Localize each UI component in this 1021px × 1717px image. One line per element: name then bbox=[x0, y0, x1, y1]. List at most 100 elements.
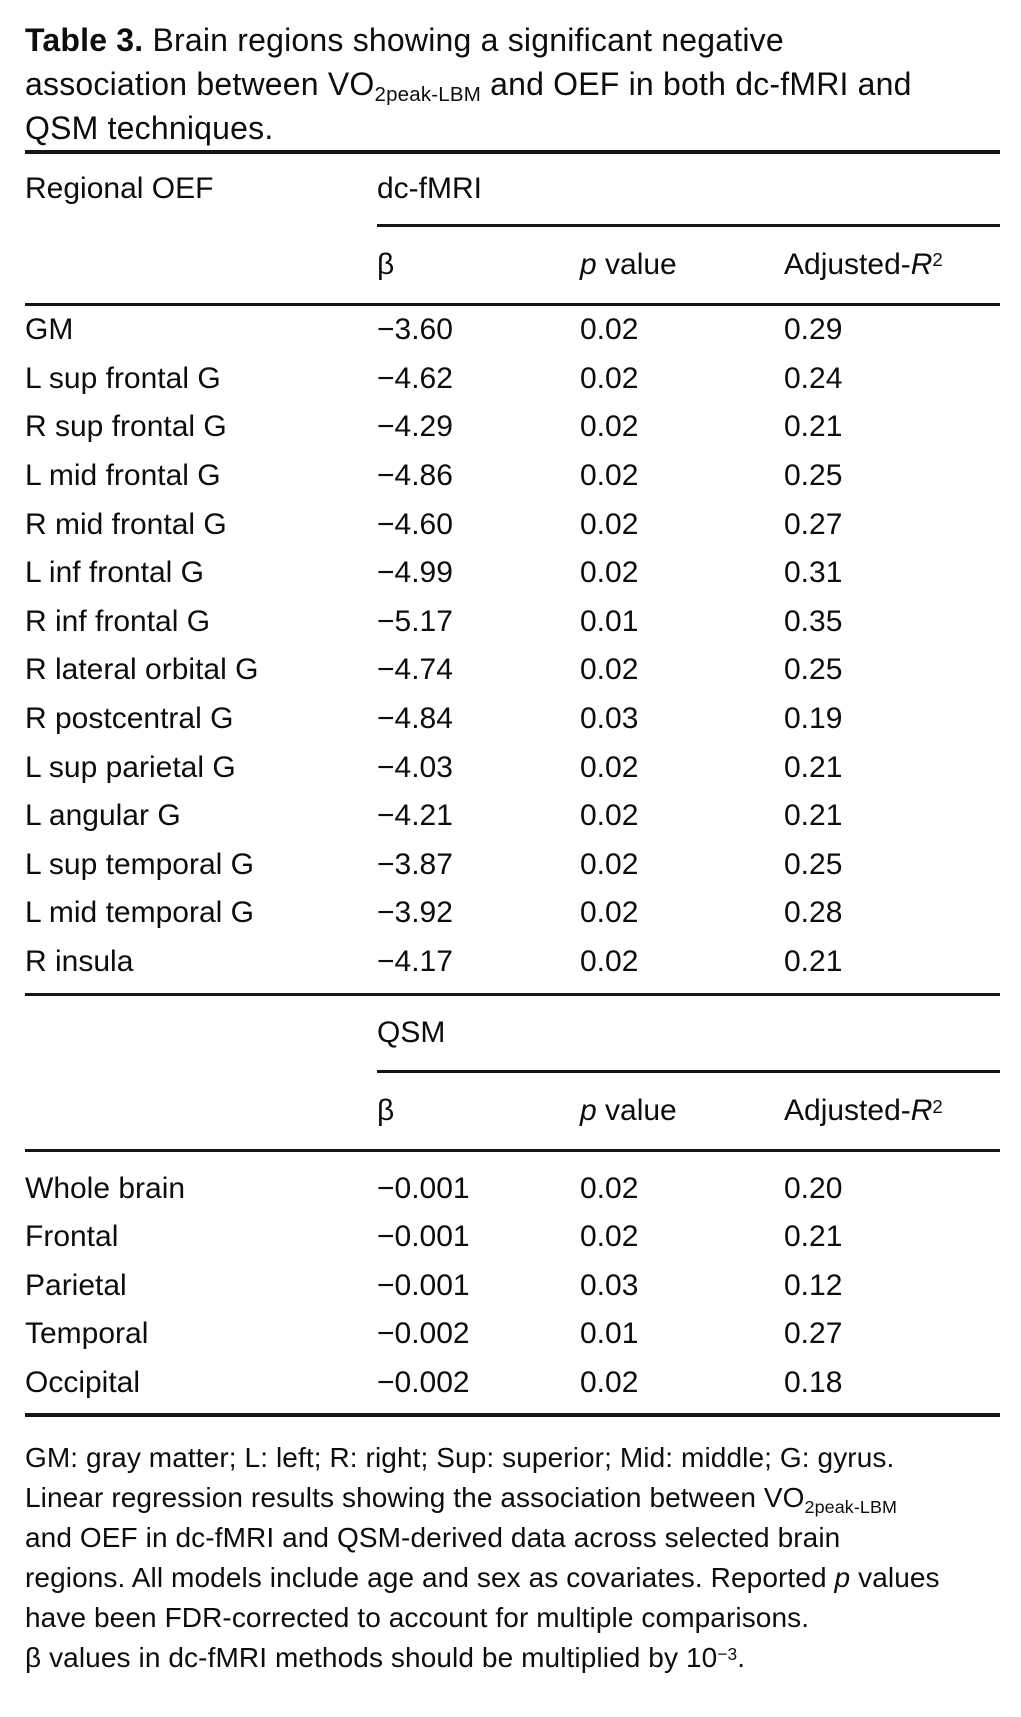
table-footnote: GM: gray matter; L: left; R: right; Sup:… bbox=[25, 1442, 940, 1674]
region-cell: Parietal bbox=[25, 1268, 127, 1302]
table-row: L mid temporal G −3.92 0.02 0.28 bbox=[25, 889, 1000, 938]
pvalue-cell: 0.02 bbox=[580, 945, 639, 979]
rule-above-qsm-rows bbox=[25, 1149, 1000, 1153]
beta-cell: −3.60 bbox=[377, 313, 453, 347]
adjr2-cell: 0.24 bbox=[784, 361, 843, 395]
table-row: R inf frontal G −5.17 0.01 0.35 bbox=[25, 598, 1000, 647]
region-cell: GM bbox=[25, 313, 74, 347]
pvalue-cell: 0.02 bbox=[580, 750, 639, 784]
region-cell: L sup parietal G bbox=[25, 750, 236, 784]
pvalue-cell: 0.02 bbox=[580, 556, 639, 590]
beta-cell: −3.87 bbox=[377, 847, 453, 881]
pvalue-cell: 0.02 bbox=[580, 896, 639, 930]
table-row: L sup frontal G −4.62 0.02 0.24 bbox=[25, 355, 1000, 404]
adjr2-cell: 0.12 bbox=[784, 1268, 843, 1302]
table-row: R postcentral G −4.84 0.03 0.19 bbox=[25, 695, 1000, 744]
region-cell: R inf frontal G bbox=[25, 604, 211, 638]
beta-cell: −0.001 bbox=[377, 1268, 470, 1302]
adjr2-cell: 0.18 bbox=[784, 1365, 843, 1399]
adjr2-cell: 0.29 bbox=[784, 313, 843, 347]
beta-cell: −4.74 bbox=[377, 653, 453, 687]
beta-cell: −4.03 bbox=[377, 750, 453, 784]
adjr2-cell: 0.21 bbox=[784, 410, 843, 444]
rule-bottom bbox=[25, 1413, 1000, 1418]
pvalue-cell: 0.03 bbox=[580, 702, 639, 736]
pvalue-cell: 0.03 bbox=[580, 1268, 639, 1302]
pvalue-cell: 0.01 bbox=[580, 604, 639, 638]
pvalue-cell: 0.02 bbox=[580, 361, 639, 395]
table-row: R lateral orbital G −4.74 0.02 0.25 bbox=[25, 646, 1000, 695]
adjr2-cell: 0.25 bbox=[784, 459, 843, 493]
region-cell: L mid frontal G bbox=[25, 459, 221, 493]
pvalue-cell: 0.02 bbox=[580, 507, 639, 541]
beta-cell: −0.001 bbox=[377, 1171, 470, 1205]
table-row: L sup parietal G −4.03 0.02 0.21 bbox=[25, 743, 1000, 792]
adjr2-cell: 0.19 bbox=[784, 702, 843, 736]
region-cell: L angular G bbox=[25, 799, 181, 833]
adjr2-cell: 0.27 bbox=[784, 507, 843, 541]
section-header-qsm: QSM bbox=[377, 1016, 446, 1050]
column-header-row-qsm: β p value Adjusted-R2 bbox=[25, 1073, 1000, 1149]
beta-cell: −3.92 bbox=[377, 896, 453, 930]
beta-cell: −4.86 bbox=[377, 459, 453, 493]
section-header-row-dcfmri: Regional OEF dc-fMRI bbox=[25, 154, 1000, 224]
table-title: Table 3. Brain regions showing a signifi… bbox=[25, 22, 912, 146]
adjr2-cell: 0.21 bbox=[784, 945, 843, 979]
region-cell: Temporal bbox=[25, 1317, 149, 1351]
pvalue-cell: 0.02 bbox=[580, 653, 639, 687]
adjr2-cell: 0.21 bbox=[784, 799, 843, 833]
pvalue-cell: 0.02 bbox=[580, 313, 639, 347]
region-cell: L mid temporal G bbox=[25, 896, 254, 930]
pvalue-cell: 0.02 bbox=[580, 799, 639, 833]
pvalue-cell: 0.02 bbox=[580, 1171, 639, 1205]
region-cell: R sup frontal G bbox=[25, 410, 227, 444]
col-header-beta: β bbox=[377, 248, 395, 281]
adjr2-cell: 0.25 bbox=[784, 847, 843, 881]
table-row: Occipital −0.002 0.02 0.18 bbox=[25, 1359, 1000, 1408]
adjr2-cell: 0.28 bbox=[784, 896, 843, 930]
table-row: Parietal −0.001 0.03 0.12 bbox=[25, 1262, 1000, 1311]
beta-cell: −0.001 bbox=[377, 1220, 470, 1254]
adjr2-cell: 0.21 bbox=[784, 750, 843, 784]
table-row: R insula −4.17 0.02 0.21 bbox=[25, 938, 1000, 987]
region-cell: R insula bbox=[25, 945, 134, 979]
table-row: Frontal −0.001 0.02 0.21 bbox=[25, 1213, 1000, 1262]
section-header-row-qsm: QSM bbox=[25, 996, 1000, 1070]
pvalue-cell: 0.02 bbox=[580, 1365, 639, 1399]
pvalue-cell: 0.01 bbox=[580, 1317, 639, 1351]
adjr2-cell: 0.20 bbox=[784, 1171, 843, 1205]
column-header-row-dcfmri: β p value Adjusted-R2 bbox=[25, 227, 1000, 303]
table-row: L inf frontal G −4.99 0.02 0.31 bbox=[25, 549, 1000, 598]
region-cell: L sup frontal G bbox=[25, 361, 221, 395]
pvalue-cell: 0.02 bbox=[580, 410, 639, 444]
rule-above-dcfmri-rows bbox=[25, 303, 1000, 306]
qsm-rows: Whole brain −0.001 0.02 0.20 Frontal −0.001 0.… bbox=[25, 1152, 1000, 1413]
dcfmri-rows: GM −3.60 0.02 0.29 L sup frontal G −4.62 0.02 0… bbox=[25, 306, 1000, 993]
region-cell: Occipital bbox=[25, 1365, 141, 1399]
region-cell: R mid frontal G bbox=[25, 507, 227, 541]
pvalue-cell: 0.02 bbox=[580, 1220, 639, 1254]
section-header-dcfmri: dc-fMRI bbox=[377, 172, 482, 205]
table-row: L mid frontal G −4.86 0.02 0.25 bbox=[25, 452, 1000, 501]
adjr2-cell: 0.35 bbox=[784, 604, 843, 638]
rule-under-qsm bbox=[377, 1070, 1000, 1074]
pvalue-cell: 0.02 bbox=[580, 847, 639, 881]
rule-below-dcfmri-rows bbox=[25, 993, 1000, 997]
region-cell: R lateral orbital G bbox=[25, 653, 259, 687]
col-header-pvalue: p value bbox=[580, 248, 677, 281]
table-row: L sup temporal G −3.87 0.02 0.25 bbox=[25, 841, 1000, 890]
beta-cell: −4.60 bbox=[377, 507, 453, 541]
col-header-pvalue: p value bbox=[580, 1094, 677, 1128]
rule-top bbox=[25, 150, 1000, 154]
col-header-beta: β bbox=[377, 1094, 395, 1128]
region-cell: Frontal bbox=[25, 1220, 119, 1254]
region-cell: Whole brain bbox=[25, 1171, 186, 1205]
adjr2-cell: 0.21 bbox=[784, 1220, 843, 1254]
table-row: L angular G −4.21 0.02 0.21 bbox=[25, 792, 1000, 841]
table-row: Whole brain −0.001 0.02 0.20 bbox=[25, 1164, 1000, 1213]
region-cell: L inf frontal G bbox=[25, 556, 204, 590]
table-row: GM −3.60 0.02 0.29 bbox=[25, 306, 1000, 355]
beta-cell: −4.17 bbox=[377, 945, 453, 979]
beta-cell: −4.84 bbox=[377, 702, 453, 736]
region-column-header: Regional OEF bbox=[25, 172, 214, 205]
